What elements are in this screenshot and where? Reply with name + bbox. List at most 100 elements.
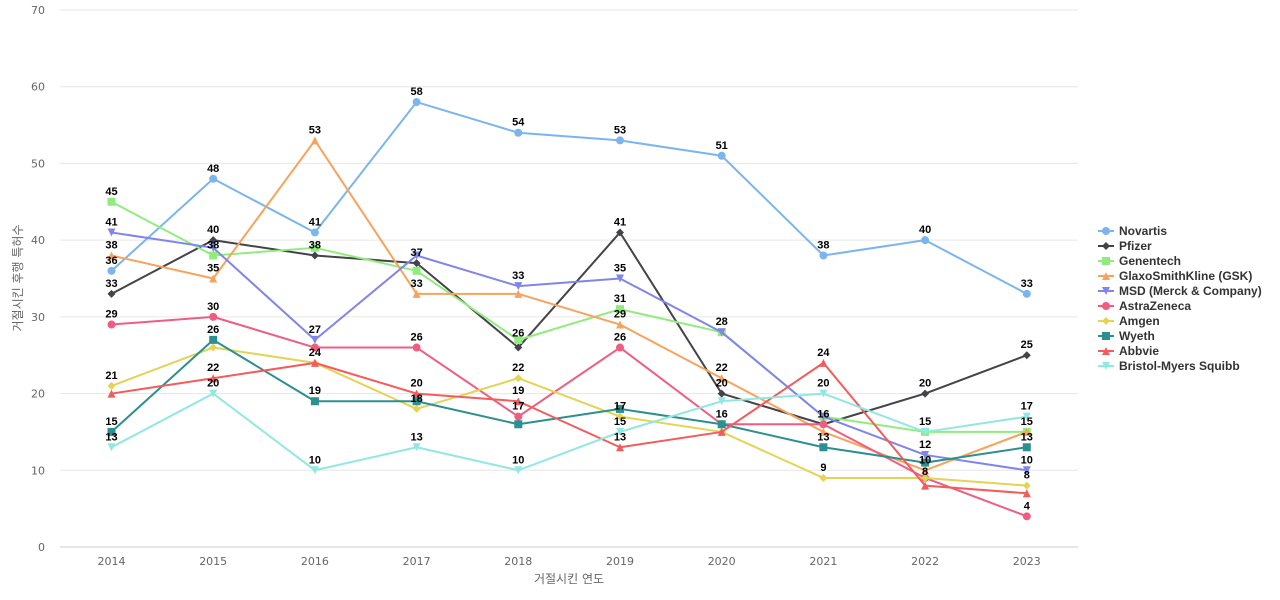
- series-line: [110, 101, 1028, 295]
- data-label: 45: [105, 186, 117, 198]
- data-label: 19: [512, 385, 524, 397]
- series-novartis: [107, 98, 1031, 298]
- data-label: 51: [716, 140, 728, 152]
- legend-item[interactable]: Wyeth: [1098, 329, 1155, 343]
- data-label: 22: [716, 362, 728, 374]
- data-point: [819, 473, 828, 482]
- data-label: 15: [105, 416, 117, 428]
- legend-label: Bristol-Myers Squibb: [1119, 359, 1240, 373]
- x-tick-label: 2018: [504, 555, 532, 568]
- legend-label: Genentech: [1119, 254, 1181, 268]
- series-line: [111, 231, 1027, 472]
- y-tick-label: 10: [31, 464, 45, 477]
- legend-item[interactable]: Amgen: [1098, 314, 1160, 328]
- data-label: 41: [614, 216, 626, 228]
- data-label: 13: [1021, 431, 1033, 443]
- x-tick-label: 2020: [708, 555, 736, 568]
- legend-label: MSD (Merck & Company): [1119, 284, 1262, 298]
- legend-item[interactable]: AstraZeneca: [1098, 299, 1191, 313]
- data-labels: 4541383633292115134840383530262220534138…: [105, 86, 1033, 512]
- legend-label: Amgen: [1119, 314, 1160, 328]
- data-label: 40: [919, 224, 931, 236]
- legend-item[interactable]: MSD (Merck & Company): [1098, 284, 1262, 298]
- y-tick-label: 0: [38, 541, 45, 554]
- data-label: 15: [1021, 416, 1033, 428]
- data-point: [616, 274, 624, 283]
- legend-label: Novartis: [1119, 224, 1167, 238]
- data-label: 36: [105, 255, 117, 267]
- data-label: 26: [410, 332, 422, 344]
- data-label: 20: [207, 378, 219, 390]
- data-label: 29: [614, 309, 626, 321]
- data-point: [1022, 351, 1031, 360]
- data-label: 4: [1024, 500, 1031, 512]
- data-point: [209, 243, 218, 252]
- data-label: 38: [817, 239, 829, 251]
- data-point: [819, 443, 828, 452]
- gridlines: [60, 9, 1078, 548]
- data-point: [412, 98, 421, 107]
- data-point: [209, 174, 218, 183]
- legend-item[interactable]: Abbvie: [1098, 344, 1159, 358]
- data-label: 38: [105, 239, 117, 251]
- legend-item[interactable]: Bristol-Myers Squibb: [1098, 359, 1240, 373]
- data-point: [819, 389, 828, 398]
- data-point: [819, 420, 828, 429]
- data-point: [107, 389, 116, 398]
- legend-item[interactable]: Novartis: [1098, 224, 1167, 238]
- x-tick-label: 2016: [301, 555, 329, 568]
- y-tick-label: 30: [31, 311, 45, 324]
- data-point: [514, 374, 523, 383]
- data-point: [412, 443, 421, 452]
- data-point: [921, 427, 930, 436]
- data-label: 41: [105, 216, 117, 228]
- legend-item[interactable]: Pfizer: [1098, 239, 1152, 253]
- data-label: 17: [614, 401, 626, 413]
- data-point: [1022, 489, 1031, 498]
- series-line: [111, 392, 1027, 472]
- data-label: 9: [820, 462, 826, 474]
- data-label: 25: [1021, 339, 1033, 351]
- data-point: [819, 251, 828, 260]
- data-point: [310, 335, 319, 344]
- data-label: 35: [614, 263, 626, 275]
- data-point: [412, 343, 421, 352]
- data-point: [209, 312, 218, 321]
- data-point: [107, 427, 116, 436]
- legend-label: AstraZeneca: [1119, 299, 1191, 313]
- legend-marker: [1102, 347, 1110, 355]
- legend-marker: [1102, 227, 1110, 235]
- data-point: [310, 343, 319, 352]
- data-point: [1022, 466, 1031, 475]
- data-point: [310, 251, 319, 260]
- data-point: [107, 381, 116, 390]
- data-point: [616, 305, 624, 314]
- data-point: [412, 289, 421, 298]
- data-point: [921, 236, 930, 245]
- data-point: [209, 274, 218, 283]
- data-point: [921, 481, 930, 490]
- data-label: 17: [1021, 401, 1033, 413]
- data-label: 30: [207, 301, 219, 313]
- data-label: 8: [1024, 470, 1030, 482]
- data-point: [514, 343, 523, 352]
- data-label: 16: [716, 408, 728, 420]
- data-label: 37: [410, 247, 422, 259]
- legend-item[interactable]: GlaxoSmithKline (GSK): [1098, 269, 1252, 283]
- data-label: 10: [1021, 454, 1033, 466]
- data-point: [616, 343, 624, 352]
- x-tick-label: 2014: [98, 555, 126, 568]
- data-point: [921, 389, 930, 398]
- data-label: 19: [309, 385, 321, 397]
- data-point: [310, 397, 319, 406]
- data-label: 53: [614, 124, 626, 136]
- data-label: 13: [614, 431, 626, 443]
- data-label: 20: [410, 378, 422, 390]
- data-label: 8: [922, 466, 928, 478]
- data-point: [209, 251, 218, 260]
- data-label: 20: [817, 378, 829, 390]
- legend-item[interactable]: Genentech: [1098, 254, 1181, 268]
- series-lines: [107, 98, 1031, 521]
- data-point: [514, 289, 523, 298]
